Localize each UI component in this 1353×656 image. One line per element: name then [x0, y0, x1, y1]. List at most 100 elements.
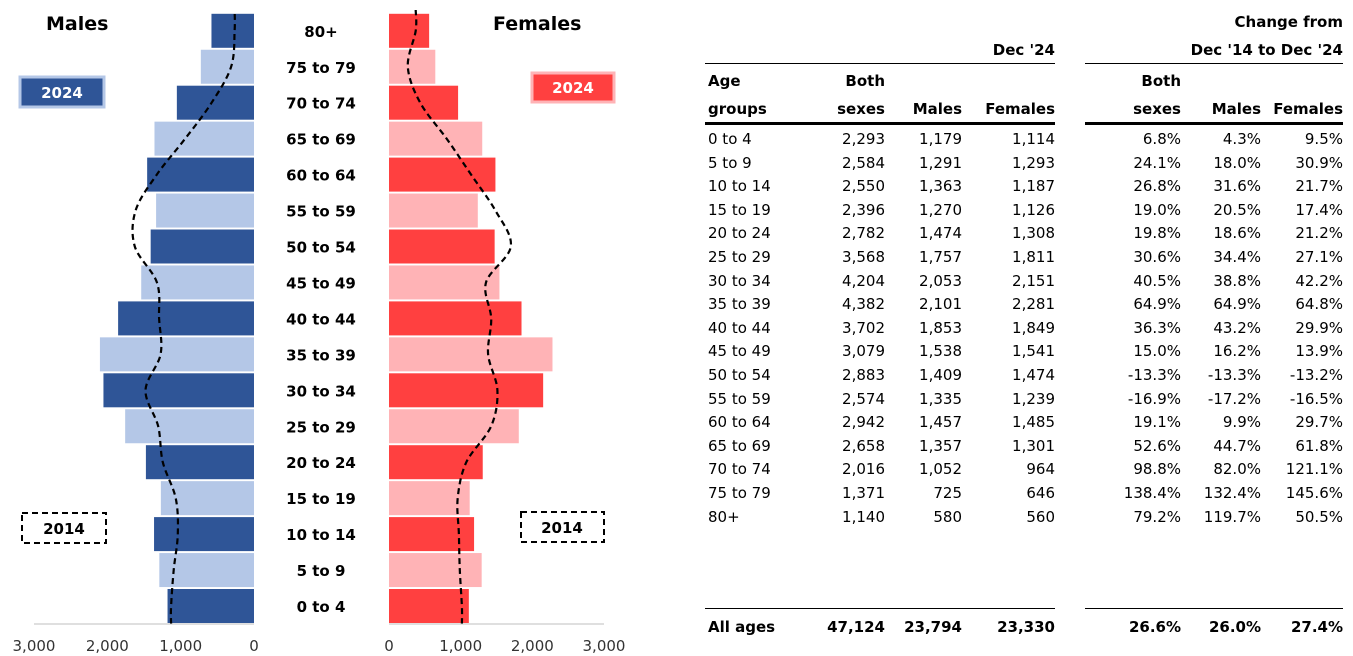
cell-age-group: 10 to 14 — [708, 177, 771, 196]
cell-change-females: 50.5% — [1295, 507, 1343, 526]
male-bar-14 — [176, 85, 254, 120]
cell-females: 1,541 — [1012, 342, 1055, 361]
cell-both-sexes: 2,550 — [842, 177, 885, 196]
cell-males: 1,270 — [919, 200, 962, 219]
female-bar-16 — [389, 13, 430, 48]
age-label-8: 40 to 44 — [286, 310, 356, 328]
header-females-1: Females — [985, 100, 1055, 118]
cell-change-both: 79.2% — [1133, 507, 1181, 526]
age-label-4: 20 to 24 — [286, 454, 356, 472]
cell-males: 1,291 — [919, 153, 962, 172]
age-label-5: 25 to 29 — [286, 418, 356, 436]
female-x-tick-1: 1,000 — [439, 637, 482, 655]
cell-both-sexes: 2,293 — [842, 130, 885, 148]
females-2024-legend-label: 2024 — [552, 79, 594, 97]
cell-females: 1,239 — [1012, 389, 1055, 408]
cell-both-sexes: 3,079 — [842, 342, 885, 361]
male-x-tick-3: 0 — [249, 637, 259, 655]
female-bar-12 — [389, 157, 496, 192]
cell-change-males: 44.7% — [1213, 436, 1261, 455]
cell-age-group: 55 to 59 — [708, 389, 771, 408]
female-bar-13 — [389, 121, 483, 156]
cell-both-sexes: 2,574 — [842, 389, 885, 408]
cell-change-females: 9.5% — [1304, 130, 1343, 148]
total-rule-left — [705, 608, 1055, 609]
header-rule-right — [1085, 63, 1343, 64]
header-age: Age — [708, 72, 741, 90]
cell-change-both: 52.6% — [1133, 436, 1181, 455]
total-change-both: 26.6% — [1128, 618, 1181, 636]
age-label-9: 45 to 49 — [286, 274, 356, 292]
male-bar-7 — [99, 337, 254, 372]
age-label-11: 55 to 59 — [286, 203, 356, 221]
male-bar-10 — [150, 229, 254, 264]
cell-change-both: 15.0% — [1133, 342, 1181, 361]
cell-age-group: 50 to 54 — [708, 366, 771, 384]
cell-females: 1,187 — [1012, 177, 1055, 196]
total-females: 23,330 — [997, 618, 1055, 636]
cell-change-females: -13.2% — [1289, 366, 1343, 384]
age-label-3: 15 to 19 — [286, 490, 356, 508]
cell-females: 1,114 — [1012, 130, 1055, 148]
header-change-from: Change from — [1234, 13, 1343, 31]
cell-females: 646 — [1026, 484, 1055, 502]
cell-age-group: 5 to 9 — [708, 153, 752, 172]
cell-change-both: 19.8% — [1133, 224, 1181, 243]
cell-change-both: 64.9% — [1133, 295, 1181, 314]
male-bar-11 — [156, 193, 254, 228]
header-males-2: Males — [1211, 100, 1261, 118]
male-bar-9 — [141, 265, 254, 300]
cell-change-males: 20.5% — [1213, 200, 1261, 219]
female-bar-6 — [389, 373, 544, 408]
cell-age-group: 60 to 64 — [708, 413, 771, 432]
cell-males: 1,363 — [919, 177, 962, 196]
cell-both-sexes: 2,883 — [842, 366, 885, 384]
header-dec14-to-dec24: Dec '14 to Dec '24 — [1190, 41, 1343, 59]
age-label-16: 80+ — [304, 23, 337, 41]
population-table: Change from Dec '24 Dec '14 to Dec '24 A… — [705, 0, 1345, 656]
cell-change-both: 19.0% — [1133, 200, 1181, 219]
cell-both-sexes: 4,204 — [842, 271, 885, 290]
female-bar-10 — [389, 229, 495, 264]
female-bar-7 — [389, 337, 553, 372]
age-label-1: 5 to 9 — [297, 562, 346, 580]
males-2014-legend-box — [21, 512, 107, 544]
cell-change-females: 21.7% — [1295, 177, 1343, 196]
females-2014-legend-box — [520, 511, 605, 543]
male-bar-5 — [125, 409, 254, 444]
thick-rule-right — [1085, 122, 1343, 125]
female-bar-8 — [389, 301, 522, 336]
cell-change-both: 36.3% — [1133, 318, 1181, 337]
cell-change-females: 30.9% — [1295, 153, 1343, 172]
cell-males: 1,474 — [919, 224, 962, 243]
cell-change-males: 38.8% — [1213, 271, 1261, 290]
cell-change-males: 43.2% — [1213, 318, 1261, 337]
cell-change-males: 18.6% — [1213, 224, 1261, 243]
male-bar-12 — [147, 157, 254, 192]
cell-change-males: -17.2% — [1207, 389, 1261, 408]
total-change-females: 27.4% — [1290, 618, 1343, 636]
cell-age-group: 65 to 69 — [708, 436, 771, 455]
cell-both-sexes: 2,396 — [842, 200, 885, 219]
cell-both-sexes: 2,584 — [842, 153, 885, 172]
male-x-tick-2: 1,000 — [159, 637, 202, 655]
cell-females: 1,849 — [1012, 318, 1055, 337]
male-bar-8 — [118, 301, 254, 336]
header-sexes-1: sexes — [837, 100, 885, 118]
female-bars — [389, 13, 553, 623]
total-rule-right — [1085, 608, 1343, 609]
male-bar-16 — [211, 13, 254, 48]
female-x-tick-0: 0 — [384, 637, 394, 655]
age-label-14: 70 to 74 — [286, 95, 356, 113]
female-x-tick-2: 2,000 — [511, 637, 554, 655]
cell-males: 725 — [933, 484, 962, 502]
male-bar-13 — [154, 121, 254, 156]
age-label-10: 50 to 54 — [286, 239, 356, 257]
cell-age-group: 25 to 29 — [708, 248, 771, 266]
male-x-tick-0: 3,000 — [13, 637, 56, 655]
males-2024-legend-label: 2024 — [41, 84, 83, 102]
cell-age-group: 75 to 79 — [708, 484, 771, 502]
cell-females: 2,151 — [1012, 271, 1055, 290]
cell-females: 1,301 — [1012, 436, 1055, 455]
cell-change-females: 17.4% — [1295, 200, 1343, 219]
